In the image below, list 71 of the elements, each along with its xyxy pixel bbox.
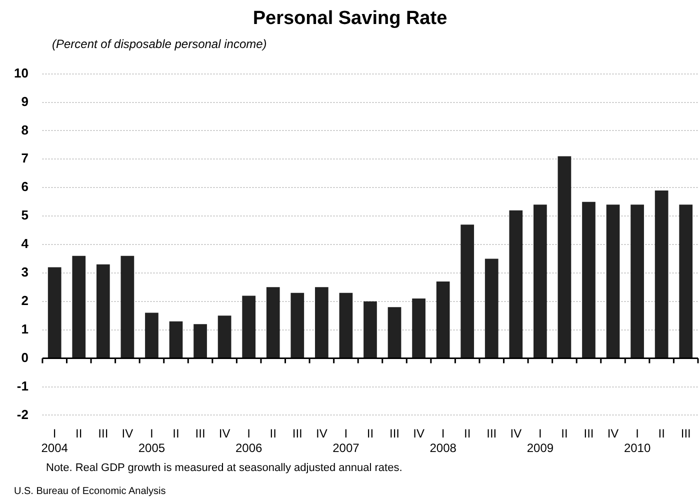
x-tick-label: II <box>366 426 374 441</box>
bar <box>534 204 547 358</box>
bar <box>654 190 668 358</box>
x-tick-label: II <box>76 426 82 441</box>
text: Note. Real GDP growth is measured at seasonally adjusted annual rates. <box>46 462 402 474</box>
x-tick-label: II <box>658 426 665 441</box>
bar <box>194 324 207 358</box>
bar <box>388 307 402 358</box>
x-tick-label: I 2007 <box>332 426 360 456</box>
bar <box>509 210 523 358</box>
x-tick-label: III <box>98 426 108 441</box>
x-tick-label: III <box>486 426 497 441</box>
y-tick-label: -1 <box>16 378 28 394</box>
x-tick-label: II <box>464 426 471 441</box>
bar <box>290 292 304 358</box>
y-tick-label: 6 <box>21 179 28 194</box>
bar <box>72 256 86 358</box>
bar <box>412 298 426 358</box>
y-tick-label: 3 <box>21 264 28 280</box>
y-tick-label: 10 <box>14 65 28 80</box>
x-tick-label: I 2004 <box>41 426 68 456</box>
bar <box>460 224 474 358</box>
y-tick-label: 0 <box>21 350 28 365</box>
y-tick-label: -2 <box>16 406 28 422</box>
bar <box>314 287 328 358</box>
x-tick-label: III <box>292 426 302 441</box>
x-tick-label: I 2006 <box>235 426 263 456</box>
text: U.S. Bureau of Economic Analysis <box>14 486 166 497</box>
bar <box>606 204 620 358</box>
bar <box>558 156 572 358</box>
y-tick-label: 8 <box>21 122 28 138</box>
x-tick-label: II <box>270 426 276 441</box>
x-tick-label: III <box>390 426 400 441</box>
x-tick-label: IV <box>607 426 619 441</box>
x-tick-label: II <box>172 426 180 441</box>
x-tick-label: IV <box>218 426 230 441</box>
bar <box>364 301 377 358</box>
chart-subtitle: (Percent of disposable personal income) <box>52 37 271 51</box>
bar <box>484 258 498 358</box>
x-tick-label: IV <box>316 426 328 441</box>
x-tick-label: IV <box>510 426 522 441</box>
bar <box>679 204 693 358</box>
x-tick-label: I 2009 <box>526 426 554 456</box>
y-tick-label: 4 <box>21 236 30 252</box>
bar <box>339 292 353 358</box>
x-tick-label: I 2008 <box>430 426 457 456</box>
x-tick-label: III <box>584 426 594 441</box>
bar <box>218 316 232 358</box>
x-tick-label: III <box>680 426 691 441</box>
bar <box>48 267 62 358</box>
y-tick-label: 7 <box>21 150 28 166</box>
y-tick-label: 2 <box>21 292 28 308</box>
bar <box>436 281 450 358</box>
chart-title: Personal Saving Rate <box>252 7 448 31</box>
x-tick-label: II <box>561 426 568 441</box>
y-tick-label: 9 <box>21 94 28 109</box>
y-tick-label: 1 <box>21 321 28 336</box>
bar <box>266 287 280 358</box>
x-tick-label: I 2010 <box>624 426 651 456</box>
bar <box>630 204 644 358</box>
y-tick-label: 5 <box>21 208 28 223</box>
bar <box>120 256 134 358</box>
bar <box>96 264 110 358</box>
bar <box>582 202 596 358</box>
x-tick-label: III <box>195 426 206 441</box>
x-tick-label: IV <box>122 426 134 441</box>
bar <box>242 296 256 358</box>
bar <box>169 321 183 358</box>
x-tick-label: I 2005 <box>138 426 166 456</box>
bar <box>145 312 158 358</box>
x-tick-label: IV <box>413 426 424 441</box>
